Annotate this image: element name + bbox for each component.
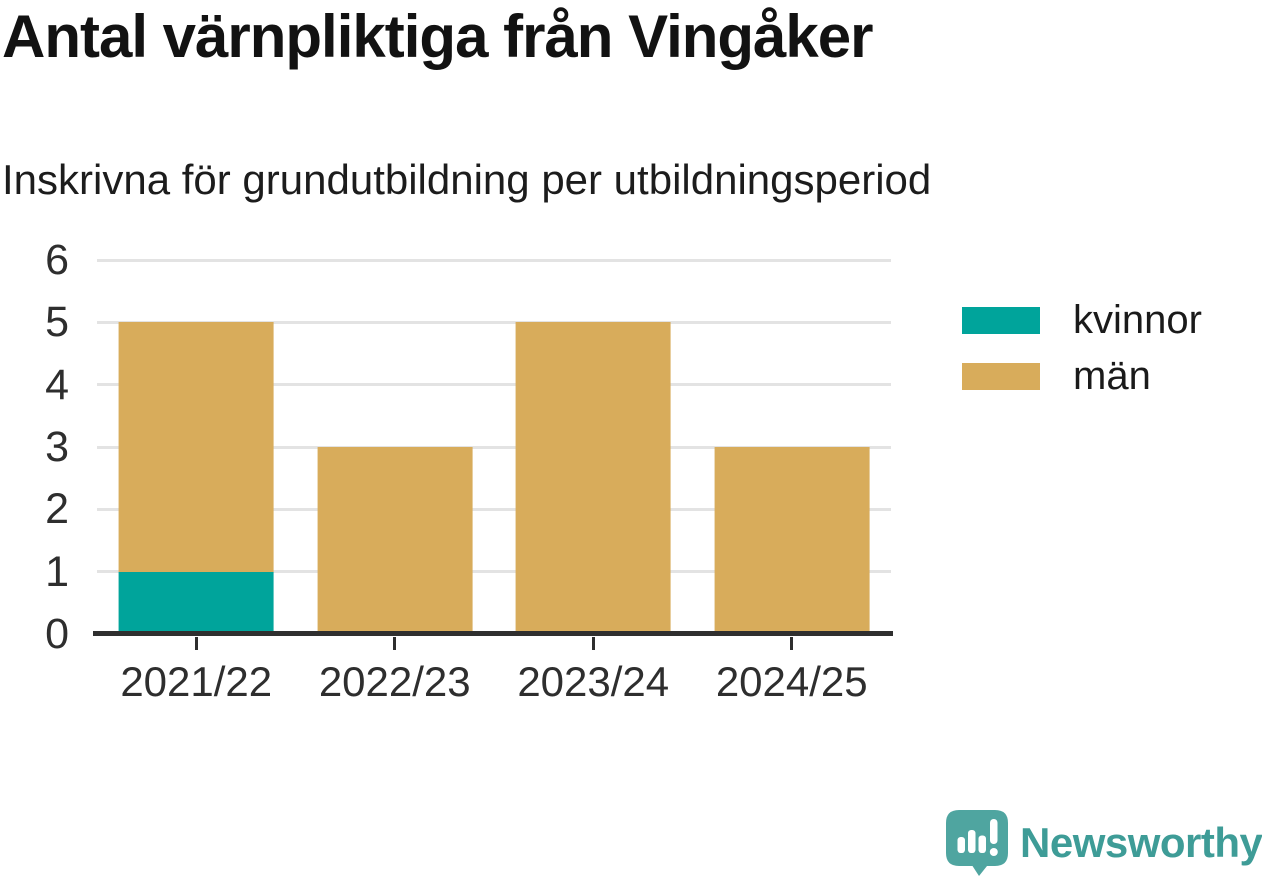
y-axis-tick-label: 3 — [45, 423, 69, 471]
y-axis-tick-label: 0 — [45, 610, 69, 658]
x-axis-tick-label: 2021/22 — [120, 658, 273, 705]
bar-stack-2023/24 — [515, 260, 671, 634]
x-axis-tick — [393, 637, 397, 650]
y-axis-tick-label: 1 — [45, 547, 69, 596]
bar-segment-män — [515, 322, 671, 634]
y-axis-tick-label: 4 — [45, 360, 69, 409]
bar-segment-män — [317, 447, 473, 634]
y-axis-tick-label: 5 — [45, 298, 69, 347]
gridline — [97, 320, 891, 324]
gridline — [97, 258, 891, 262]
legend-item-män: män — [962, 354, 1202, 398]
legend: kvinnor män — [962, 298, 1202, 412]
legend-swatch — [962, 363, 1040, 390]
y-axis-tick-label: 2 — [45, 485, 69, 534]
gridline — [97, 383, 891, 387]
x-axis-tick — [591, 637, 595, 650]
gridline — [97, 445, 891, 449]
x-axis-tick — [790, 637, 794, 650]
brand-name: Newsworthy — [1020, 819, 1262, 866]
x-axis-tick-label: 2023/24 — [517, 658, 670, 705]
x-axis-tick — [194, 637, 198, 650]
x-axis-tick-label: 2022/23 — [318, 658, 471, 705]
bar-segment-män — [118, 322, 274, 572]
bar-segment-män — [714, 447, 870, 634]
gridline — [97, 570, 891, 574]
x-axis-line — [93, 631, 893, 636]
legend-label: män — [1073, 354, 1151, 398]
chart-subtitle: Inskrivna för grundutbildning per utbild… — [2, 156, 932, 203]
bar-stack-2021/22 — [118, 260, 274, 634]
brand-footer: Newsworthy — [946, 810, 1262, 876]
legend-label: kvinnor — [1073, 298, 1202, 342]
bar-stack-2022/23 — [317, 260, 473, 634]
bar-segment-kvinnor — [118, 571, 274, 634]
chart-title: Antal värnpliktiga från Vingåker — [2, 3, 873, 70]
plot-area: 0 1 2 3 4 5 6 2021/22 2022/23 2023/24 2024/25 — [45, 236, 893, 705]
legend-swatch — [962, 307, 1040, 334]
legend-item-kvinnor: kvinnor — [962, 298, 1202, 342]
gridline — [97, 507, 891, 511]
x-axis-tick-label: 2024/25 — [715, 658, 868, 705]
newsworthy-logo-icon — [946, 810, 1008, 876]
bar-stack-2024/25 — [714, 260, 870, 634]
y-axis-tick-label: 6 — [45, 236, 69, 284]
